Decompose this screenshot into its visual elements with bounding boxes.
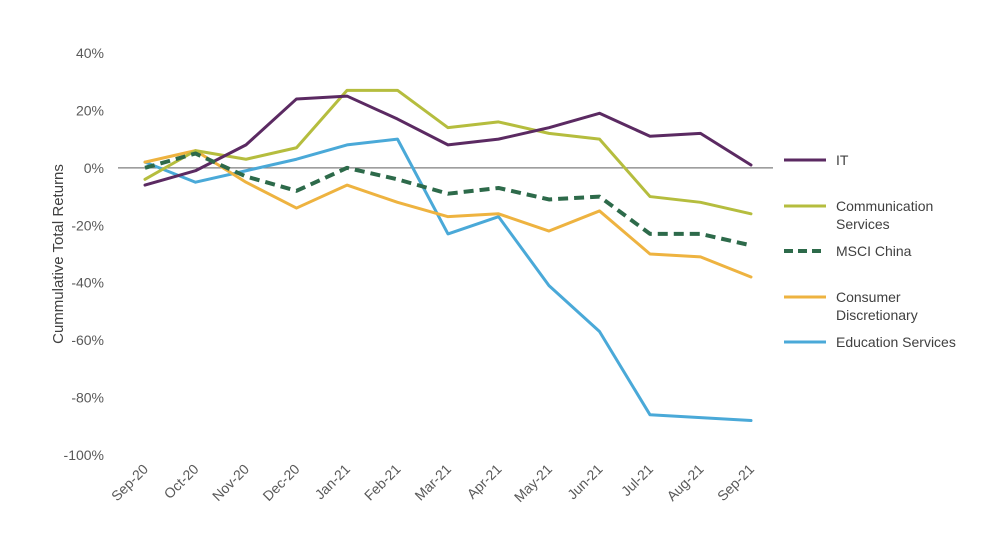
- x-tick-label: Jul-21: [618, 461, 656, 499]
- series-lines: [143, 88, 753, 423]
- y-tick-label: 40%: [76, 45, 104, 61]
- y-tick-label: 20%: [76, 102, 104, 118]
- x-axis-ticks: Sep-20 Oct-20 Nov-20 Dec-20 Jan-21 Feb-21 Mar-…: [108, 461, 757, 505]
- series-line-communication-services: [143, 88, 753, 216]
- x-tick-label: Dec-20: [259, 461, 302, 504]
- legend: IT Communication Services MSCI China Consume…: [784, 152, 956, 350]
- legend-label: Communication: [836, 198, 933, 214]
- y-axis-title: Cummulative Total Returns: [50, 164, 67, 344]
- legend-label: MSCI China: [836, 243, 912, 259]
- y-axis-ticks: 40% 20% 0% -20% -40% -60% -80% -100%: [64, 45, 104, 463]
- x-tick-label: Jun-21: [564, 461, 606, 503]
- y-tick-label: -100%: [64, 447, 104, 463]
- series-line-msci-china: [144, 151, 752, 248]
- legend-label: IT: [836, 152, 849, 168]
- y-tick-label: -20%: [71, 217, 104, 233]
- y-tick-label: 0%: [84, 160, 104, 176]
- legend-label: Consumer: [836, 289, 901, 305]
- legend-label: Services: [836, 216, 890, 232]
- series-line-it: [143, 94, 753, 187]
- legend-label: Education Services: [836, 334, 956, 350]
- y-tick-label: -60%: [71, 332, 104, 348]
- x-tick-label: Sep-20: [108, 461, 151, 504]
- y-tick-label: -40%: [71, 275, 104, 291]
- series-line-consumer-discretionary: [143, 149, 753, 279]
- x-tick-label: Feb-21: [361, 461, 404, 504]
- x-tick-label: Oct-20: [161, 461, 202, 502]
- legend-label: Discretionary: [836, 307, 918, 323]
- x-tick-label: Nov-20: [209, 461, 252, 504]
- x-tick-label: May-21: [511, 461, 555, 505]
- x-tick-label: Mar-21: [411, 461, 454, 504]
- x-tick-label: Aug-21: [663, 461, 706, 504]
- series-line-education-services: [143, 137, 753, 423]
- x-tick-label: Apr-21: [464, 461, 505, 502]
- x-tick-label: Sep-21: [714, 461, 757, 504]
- x-tick-label: Jan-21: [312, 461, 354, 503]
- y-tick-label: -80%: [71, 390, 104, 406]
